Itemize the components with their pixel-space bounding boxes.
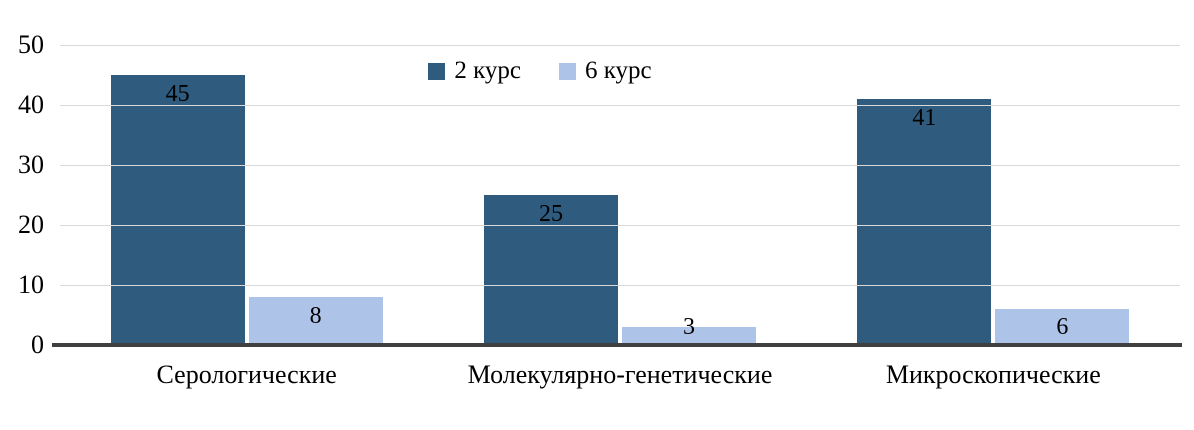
- y-axis-tick-label: 30: [18, 150, 44, 179]
- bar-series-0: 25: [483, 195, 618, 345]
- bar-groups: 45 8 25 3 41 6: [60, 45, 1180, 345]
- bar-series-0: 45: [110, 75, 245, 345]
- legend-item: 6 курс: [559, 58, 652, 84]
- bar-value-label: 6: [1056, 314, 1069, 340]
- y-axis-tick-label: 10: [18, 270, 44, 299]
- bar-group: 25 3: [483, 195, 756, 345]
- gridline: [60, 284, 1180, 286]
- y-axis: 0 10 20 30 40 50: [0, 30, 44, 359]
- bar-series-1: 8: [248, 297, 383, 345]
- bar-series-0: 41: [857, 99, 992, 345]
- legend-swatch-icon: [428, 62, 446, 80]
- bar-series-1: 3: [621, 315, 756, 345]
- gridline: [60, 224, 1180, 226]
- y-axis-tick-label: 40: [18, 90, 44, 119]
- category-label: Микроскопические: [885, 360, 1101, 389]
- x-axis-line: [52, 343, 1182, 347]
- legend-label: 2 курс: [454, 57, 521, 84]
- legend-item: 2 курс: [428, 58, 521, 84]
- y-axis-tick-label: 0: [31, 330, 44, 359]
- bar-value-label: 25: [538, 201, 563, 227]
- bar-group: 41 6: [857, 99, 1130, 345]
- legend: 2 курс 6 курс: [0, 58, 1080, 84]
- bar-group: 45 8: [110, 75, 383, 345]
- x-axis-labels: Серологические Молекулярно-генетические Ми…: [60, 360, 1180, 390]
- bar-value-label: 41: [912, 105, 937, 131]
- bar-value-label: 3: [682, 314, 695, 340]
- legend-label: 6 курс: [585, 57, 652, 84]
- category-label: Молекулярно-генетические: [467, 360, 773, 389]
- y-axis-tick-label: 50: [18, 30, 44, 59]
- bar-series-1: 6: [995, 309, 1130, 345]
- gridline: [60, 44, 1180, 46]
- plot-area: 45 8 25 3 41 6: [60, 44, 1180, 345]
- gridline: [60, 164, 1180, 166]
- gridline: [60, 104, 1180, 106]
- category-label: Серологические: [156, 360, 337, 389]
- legend-swatch-icon: [559, 62, 576, 80]
- bar-value-label: 45: [165, 81, 190, 107]
- y-axis-tick-label: 20: [18, 210, 44, 239]
- bar-value-label: 8: [309, 303, 322, 329]
